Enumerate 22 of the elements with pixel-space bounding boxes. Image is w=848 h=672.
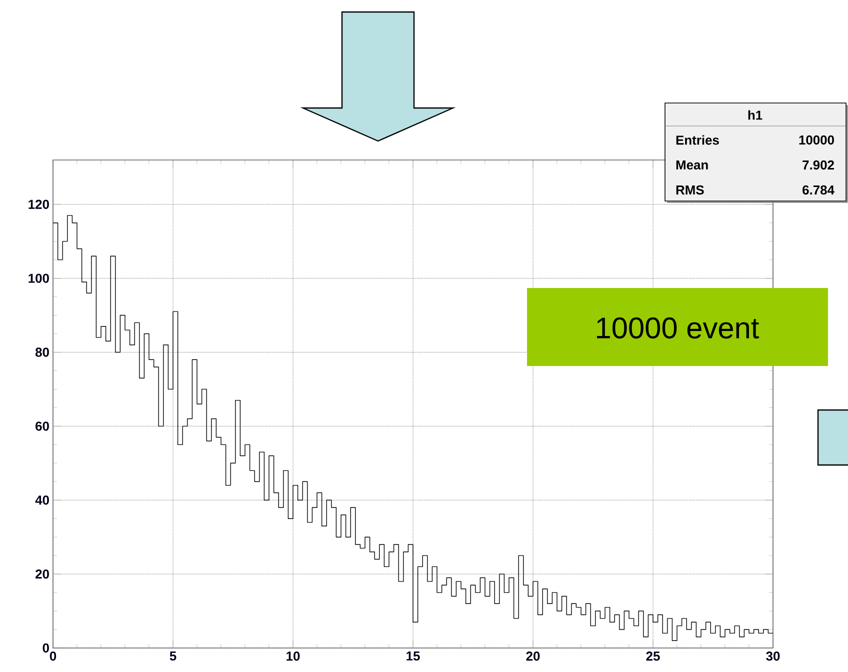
text: 6.784 — [802, 185, 834, 195]
y-tick-label: 60 — [36, 422, 49, 431]
x-tick-label: 15 — [406, 652, 420, 661]
text: Entries — [676, 135, 719, 145]
text: 10000 — [799, 135, 834, 145]
y-tick-label: 20 — [36, 569, 49, 579]
annotation: RMS — [676, 185, 704, 195]
annotation: Mean — [676, 160, 708, 170]
text: h1 — [748, 110, 762, 120]
text: 7.902 — [802, 160, 834, 170]
x-tick-label: 5 — [170, 652, 176, 661]
x-tick-label: 10 — [286, 652, 300, 661]
x-tick-label: 20 — [526, 652, 540, 661]
y-tick-label: 80 — [35, 348, 49, 357]
annotation: 10000 event — [597, 317, 759, 339]
y-tick-label: 100 — [28, 274, 49, 283]
y-tick-label: 40 — [35, 496, 49, 505]
x-tick-label: 0 — [50, 652, 56, 661]
x-tick-label: 25 — [646, 652, 660, 661]
y-tick-label: 120 — [28, 200, 49, 209]
x-tick-label: 30 — [766, 652, 780, 661]
y-tick-label: 0 — [42, 643, 49, 653]
